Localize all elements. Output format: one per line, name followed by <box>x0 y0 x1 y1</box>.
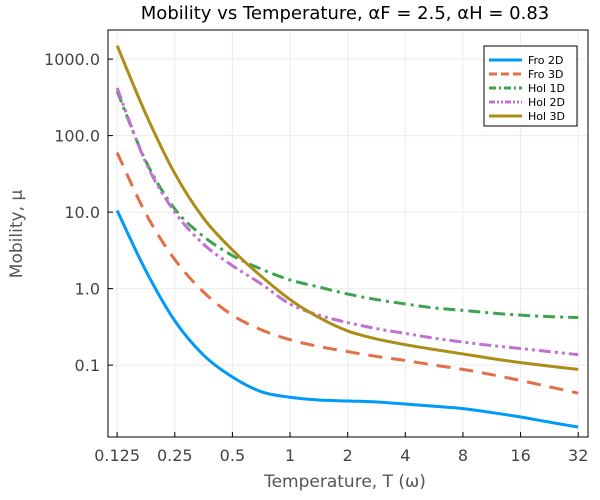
x-tick-label: 1 <box>285 446 295 465</box>
x-tick-label: 0.25 <box>157 446 193 465</box>
x-tick-label: 8 <box>458 446 468 465</box>
chart-title: Mobility vs Temperature, αF = 2.5, αH = … <box>141 3 549 24</box>
legend-entry-label: Hol 2D <box>528 96 565 109</box>
x-tick-label: 16 <box>510 446 530 465</box>
legend-entry-label: Hol 1D <box>528 82 565 95</box>
y-tick-label: 100.0 <box>54 127 100 146</box>
x-tick-label: 2 <box>343 446 353 465</box>
y-tick-label: 10.0 <box>64 203 100 222</box>
legend-entry-label: Fro 3D <box>528 68 564 81</box>
legend-entry-label: Fro 2D <box>528 54 564 67</box>
x-tick-labels: 0.125 0.25 0.5 1 2 4 8 16 32 <box>94 446 588 465</box>
legend-entry-label: Hol 3D <box>528 110 565 123</box>
x-tick-label: 4 <box>400 446 410 465</box>
x-axis-label: Temperature, T (ω) <box>263 472 426 492</box>
x-tick-label: 0.125 <box>94 446 140 465</box>
tick-marks <box>108 58 579 437</box>
x-tick-label: 0.5 <box>220 446 245 465</box>
y-tick-label: 1000.0 <box>44 50 100 69</box>
y-tick-label: 1.0 <box>75 280 100 299</box>
series-line-fro-2d <box>115 209 579 429</box>
series-layer <box>115 45 579 429</box>
series-line-hol-1d <box>115 90 579 319</box>
y-tick-labels: 0.1 1.0 10.0 100.0 1000.0 <box>44 50 100 375</box>
series-line-hol-3d <box>115 45 579 371</box>
series-line-fro-3d <box>115 151 579 395</box>
y-axis-label: Mobility, μ <box>7 190 27 279</box>
series-line-hol-2d <box>115 87 579 357</box>
y-tick-label: 0.1 <box>75 356 100 375</box>
x-tick-label: 32 <box>568 446 588 465</box>
